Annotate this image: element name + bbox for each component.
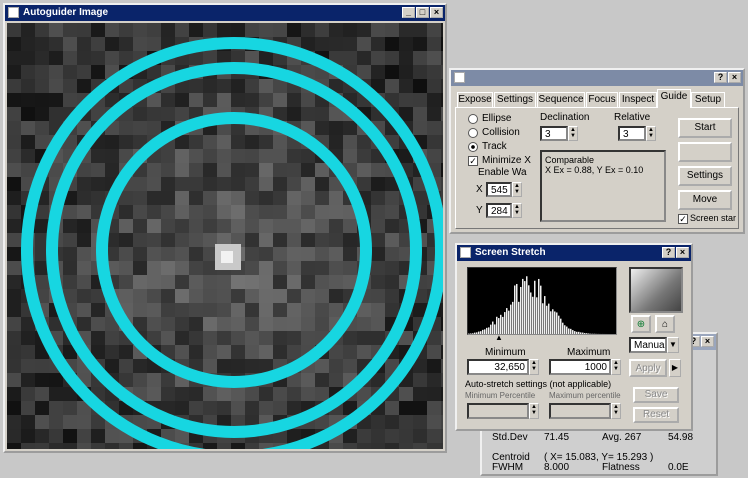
zoom-icon[interactable]: ⊕ xyxy=(631,315,651,333)
minimize-x-label: Minimize X xyxy=(482,155,531,166)
x-spinner[interactable]: ▲ ▼ xyxy=(512,182,522,197)
y-input[interactable]: 284 xyxy=(486,203,512,218)
screen-stretch-window: Screen Stretch ? × ▲ ⊕ ⌂ Minimum Maximum… xyxy=(455,243,693,431)
image-window: Autoguider Image _ □ × xyxy=(3,3,447,453)
info-line: Comparable xyxy=(545,155,595,165)
reset-view-icon[interactable]: ⌂ xyxy=(655,315,675,333)
stddev-value: 71.45 xyxy=(544,432,570,443)
star xyxy=(215,244,241,270)
relative-spinner[interactable]: ▲ ▼ xyxy=(646,126,656,141)
tab-setup[interactable]: Setup xyxy=(691,92,725,107)
radio-track[interactable] xyxy=(468,142,478,152)
relative-input[interactable]: 3 xyxy=(618,126,646,141)
help-button[interactable]: ? xyxy=(714,72,727,83)
image-svg xyxy=(7,23,443,449)
fwhm-label: FWHM xyxy=(492,462,524,473)
histogram-svg xyxy=(468,276,616,334)
y-spinner[interactable]: ▲ ▼ xyxy=(512,203,522,218)
image-window-titlebar[interactable]: Autoguider Image _ □ × xyxy=(5,5,445,21)
centroid-label: Centroid xyxy=(492,452,530,463)
radio-ellipse[interactable] xyxy=(468,114,478,124)
minimum-percentile-input[interactable] xyxy=(467,403,529,419)
declination-spinner[interactable]: ▲ ▼ xyxy=(568,126,578,141)
screen-stretch-title: Screen Stretch xyxy=(475,247,546,258)
maximum-input[interactable]: 1000 xyxy=(549,359,611,375)
arrow-up-icon[interactable]: ▲ xyxy=(495,333,503,342)
apply-spinner[interactable]: ▶ xyxy=(669,359,681,377)
minimum-percentile-spinner[interactable]: ▲ ▼ xyxy=(529,403,539,419)
stddev-label: Std.Dev xyxy=(492,432,528,443)
guide-tab-panel: Ellipse Collision Track ✓ Minimize X Ena… xyxy=(455,107,739,229)
tab-expose[interactable]: Expose xyxy=(457,92,493,107)
mode-select[interactable]: Manual xyxy=(629,337,667,353)
declination-input[interactable]: 3 xyxy=(540,126,568,141)
close-button[interactable]: × xyxy=(430,7,443,18)
camera-control-window: ? × Expose Settings Sequence Focus Inspe… xyxy=(449,68,745,234)
y-label: Y xyxy=(476,205,483,216)
window-app-icon xyxy=(8,7,19,18)
start-button[interactable]: Start xyxy=(678,118,732,138)
tab-guide[interactable]: Guide xyxy=(657,89,691,108)
maximum-spinner[interactable]: ▲ ▼ xyxy=(611,359,621,375)
tab-focus[interactable]: Focus xyxy=(586,92,618,107)
centroid-value: ( X= 15.083, Y= 15.293 ) xyxy=(544,452,654,463)
maximum-percentile-input[interactable] xyxy=(549,403,611,419)
guide-info-box: Comparable X Ex = 0.88, Y Ex = 0.10 xyxy=(540,150,666,222)
window-app-icon xyxy=(454,72,465,83)
maximum-percentile-label: Maximum percentile xyxy=(549,391,621,400)
reset-button[interactable]: Reset xyxy=(633,407,679,423)
mode-dropdown-icon[interactable]: ▼ xyxy=(667,337,679,353)
maximum-percentile-spinner[interactable]: ▲ ▼ xyxy=(611,403,621,419)
settings-button[interactable]: Settings xyxy=(678,166,732,186)
maximize-button[interactable]: □ xyxy=(416,7,429,18)
relative-label: Relative xyxy=(614,112,651,123)
image-canvas[interactable] xyxy=(7,23,443,449)
radio-collision[interactable] xyxy=(468,128,478,138)
screen-stretch-titlebar[interactable]: Screen Stretch ? × xyxy=(457,245,691,261)
maximum-label: Maximum xyxy=(567,347,611,358)
enable-label: Enable Wa xyxy=(478,167,527,178)
window-app-icon xyxy=(460,247,471,258)
apply-button[interactable]: Apply xyxy=(629,359,667,377)
screen-star-label: Screen star xyxy=(690,213,737,223)
close-button[interactable]: × xyxy=(701,336,714,347)
image-window-title: Autoguider Image xyxy=(23,7,109,18)
minimize-x-checkbox[interactable]: ✓ xyxy=(468,156,478,166)
declination-label: Declination xyxy=(540,112,590,123)
average-value: 54.98 xyxy=(668,432,694,443)
minimum-spinner[interactable]: ▲ ▼ xyxy=(529,359,539,375)
tab-inspect[interactable]: Inspect xyxy=(619,92,657,107)
help-button[interactable]: ? xyxy=(662,247,675,258)
x-label: X xyxy=(476,184,483,195)
histogram[interactable] xyxy=(467,267,617,335)
radio-track-label: Track xyxy=(482,141,507,152)
average-label: Avg. 267 xyxy=(602,432,642,443)
minimize-button[interactable]: _ xyxy=(402,7,415,18)
inner-ring xyxy=(96,112,372,388)
save-button[interactable]: Save xyxy=(633,387,679,403)
middle-ring xyxy=(46,62,422,438)
close-button[interactable]: × xyxy=(676,247,689,258)
x-input[interactable]: 545 xyxy=(486,182,512,197)
tab-settings[interactable]: Settings xyxy=(494,92,536,107)
camera-control-titlebar[interactable]: ? × xyxy=(451,70,743,86)
radio-ellipse-label: Ellipse xyxy=(482,113,512,124)
minimum-percentile-label: Minimum Percentile xyxy=(465,391,536,400)
screen-star-checkbox[interactable]: ✓ xyxy=(678,214,688,224)
flatness-value: 0.0E xyxy=(668,462,689,473)
gradient-preview xyxy=(629,267,683,313)
info-line: X Ex = 0.88, Y Ex = 0.10 xyxy=(545,165,644,175)
minimum-input[interactable]: 32,650 xyxy=(467,359,529,375)
tab-sequence[interactable]: Sequence xyxy=(537,92,585,107)
flatness-label: Flatness xyxy=(602,462,640,473)
stop-button[interactable] xyxy=(678,142,732,162)
move-button[interactable]: Move xyxy=(678,190,732,210)
fwhm-value: 8.000 xyxy=(544,462,570,473)
close-button[interactable]: × xyxy=(728,72,741,83)
radio-collision-label: Collision xyxy=(482,127,520,138)
minimum-label: Minimum xyxy=(485,347,526,358)
autostretch-text: Auto-stretch settings (not applicable) xyxy=(465,379,612,389)
outer-ring xyxy=(21,37,443,449)
